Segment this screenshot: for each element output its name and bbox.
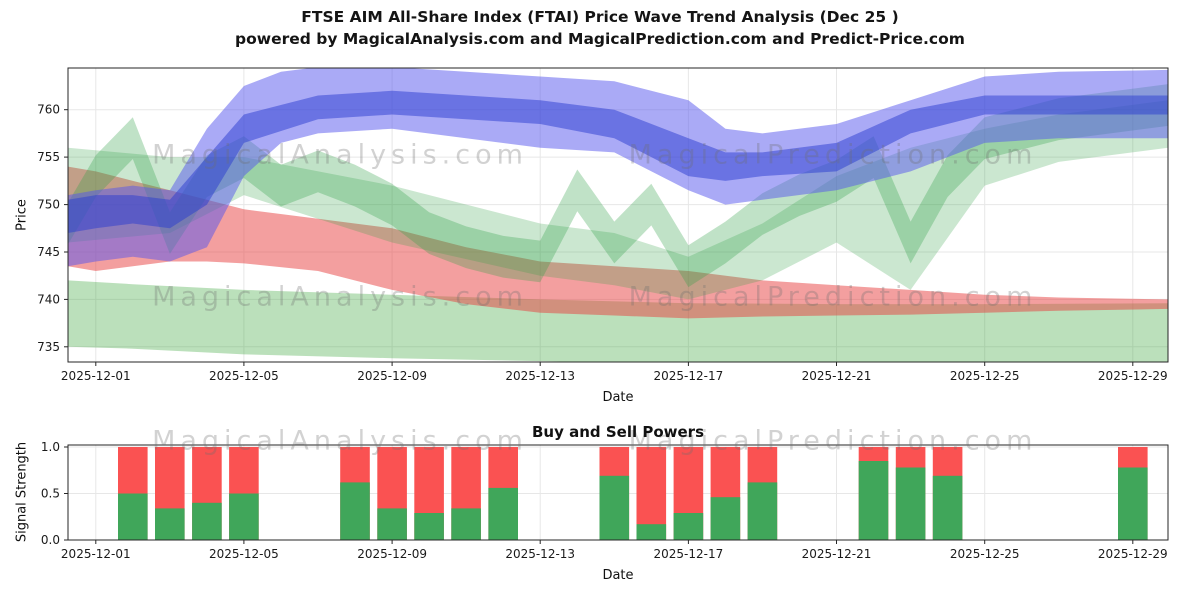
price-chart: 2025-12-01 2025-12-05 2025-12-09 2025-12-13…	[37, 67, 1169, 383]
svg-text:2025-12-25: 2025-12-25	[950, 369, 1020, 383]
signal-chart-title: Buy and Sell Powers	[531, 423, 704, 441]
price-x-axis-label: Date	[602, 390, 634, 405]
svg-text:735: 735	[37, 340, 60, 354]
svg-text:760: 760	[37, 103, 60, 117]
svg-text:2025-12-17: 2025-12-17	[654, 547, 724, 561]
price-y-axis-label: Price	[14, 199, 30, 231]
svg-text:2025-12-29: 2025-12-29	[1098, 369, 1168, 383]
svg-text:2025-12-09: 2025-12-09	[357, 369, 427, 383]
svg-text:2025-12-25: 2025-12-25	[950, 547, 1020, 561]
chart-subtitle: powered by MagicalAnalysis.com and Magic…	[235, 30, 965, 48]
svg-text:2025-12-17: 2025-12-17	[654, 369, 724, 383]
svg-text:2025-12-21: 2025-12-21	[802, 369, 872, 383]
svg-text:750: 750	[37, 198, 60, 212]
svg-text:2025-12-01: 2025-12-01	[61, 547, 131, 561]
svg-text:0.0: 0.0	[41, 533, 60, 547]
svg-text:740: 740	[37, 292, 60, 306]
signal-chart: 2025-12-01 2025-12-05 2025-12-09 2025-12-13…	[41, 440, 1169, 561]
svg-text:0.5: 0.5	[41, 487, 60, 501]
svg-text:2025-12-05: 2025-12-05	[209, 547, 279, 561]
chart-title: FTSE AIM All-Share Index (FTAI) Price Wa…	[301, 8, 899, 26]
svg-text:1.0: 1.0	[41, 440, 60, 454]
svg-text:755: 755	[37, 150, 60, 164]
signal-y-axis-label: Signal Strength	[14, 441, 30, 543]
svg-text:2025-12-13: 2025-12-13	[505, 369, 575, 383]
svg-text:2025-12-09: 2025-12-09	[357, 547, 427, 561]
svg-text:2025-12-13: 2025-12-13	[505, 547, 575, 561]
svg-text:2025-12-01: 2025-12-01	[61, 369, 131, 383]
svg-text:2025-12-21: 2025-12-21	[802, 547, 872, 561]
svg-text:2025-12-05: 2025-12-05	[209, 369, 279, 383]
svg-text:745: 745	[37, 245, 60, 259]
signal-x-axis-label: Date	[602, 568, 634, 583]
svg-text:2025-12-29: 2025-12-29	[1098, 547, 1168, 561]
